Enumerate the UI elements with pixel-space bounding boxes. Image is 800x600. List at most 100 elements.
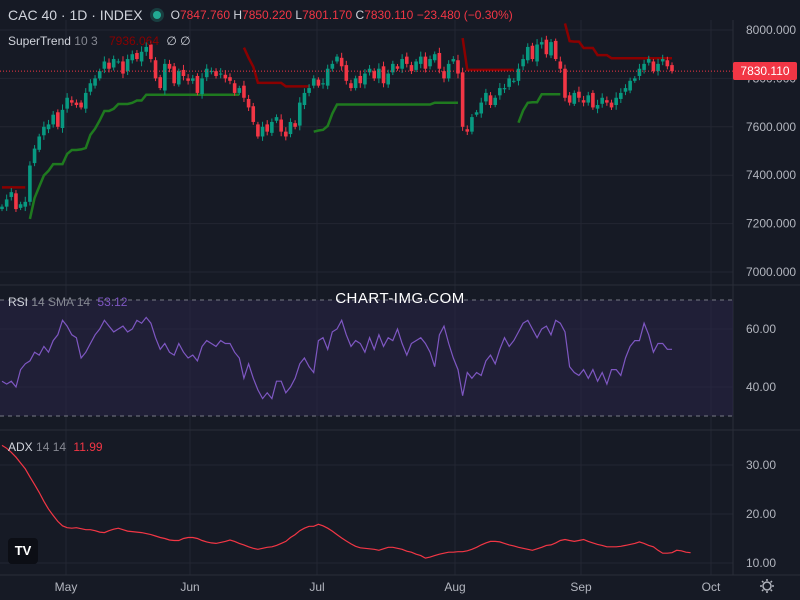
supertrend-down-segment <box>461 37 514 72</box>
candle-body <box>232 83 237 93</box>
adx-legend[interactable]: ADX 14 14 11.99 <box>8 440 103 454</box>
candle-body <box>56 112 60 127</box>
candle-body <box>344 65 349 81</box>
supertrend-up-segment <box>28 93 240 220</box>
watermark: CHART-IMG.COM <box>335 290 465 307</box>
candle-body <box>418 56 423 64</box>
y-tick-label: 7000.000 <box>746 265 796 279</box>
candle-body <box>79 102 83 108</box>
candle-body <box>102 61 107 69</box>
candle-body <box>470 117 474 132</box>
supertrend-legend[interactable]: SuperTrend 10 3 7936.064 ∅ ∅ <box>8 34 191 48</box>
candle-body <box>609 102 614 108</box>
low-value: 7801.170 <box>302 8 353 22</box>
candle-body <box>297 102 302 126</box>
candle-body <box>428 59 432 67</box>
candle-body <box>69 100 74 103</box>
candle-body <box>97 71 102 79</box>
symbol-title[interactable]: CAC 40 · 1D · INDEX <box>8 7 143 23</box>
change-value: −23.480 (−0.30%) <box>416 8 513 22</box>
candle-body <box>516 68 521 81</box>
candle-body <box>512 80 516 82</box>
x-tick-label: Aug <box>444 580 465 594</box>
candle-body <box>484 92 488 102</box>
candle-body <box>228 77 232 81</box>
candle-body <box>386 73 390 85</box>
candle-body <box>660 59 665 62</box>
adx-line <box>1 444 691 559</box>
open-value: 7847.760 <box>179 8 230 22</box>
candle-body <box>423 56 428 69</box>
candle-body <box>535 44 539 62</box>
candle-body <box>442 71 446 79</box>
candle-body <box>404 56 409 64</box>
candle-body <box>204 68 209 78</box>
candle-body <box>107 62 111 69</box>
supertrend-value: 7936.064 <box>108 34 160 48</box>
candle-body <box>32 148 37 164</box>
y-tick-label: 8000.000 <box>746 23 796 37</box>
rsi-line <box>1 316 672 400</box>
supertrend-up-segment <box>313 101 458 133</box>
candle-body <box>144 46 149 52</box>
y-tick-label: 7400.000 <box>746 168 796 182</box>
candle-body <box>223 74 228 79</box>
candle-body <box>451 59 456 62</box>
candle-body <box>186 78 190 81</box>
candle-body <box>498 88 502 96</box>
candle-body <box>9 192 14 197</box>
gear-icon[interactable] <box>760 579 774 593</box>
candle-body <box>28 165 32 202</box>
candle-body <box>51 114 55 125</box>
candle-body <box>628 80 632 91</box>
chart-header: CAC 40 · 1D · INDEX O7847.760 H7850.220 … <box>8 7 513 23</box>
candle-body <box>358 75 363 84</box>
candle-body <box>400 59 404 69</box>
candle-body <box>251 106 256 122</box>
candles <box>0 35 674 212</box>
candle-body <box>577 91 581 98</box>
candle-body <box>279 119 283 132</box>
candle-body <box>93 78 97 86</box>
candle-body <box>460 72 465 127</box>
candle-body <box>563 68 567 98</box>
candle-body <box>177 71 181 85</box>
tradingview-logo[interactable]: TV <box>8 538 38 564</box>
rsi-legend[interactable]: RSI 14 SMA 14 53.12 <box>8 295 128 309</box>
candle-body <box>325 68 330 86</box>
candle-body <box>456 60 460 74</box>
candle-body <box>530 45 535 60</box>
candle-body <box>409 65 414 72</box>
candle-body <box>4 199 9 207</box>
y-tick-label: 30.00 <box>746 458 776 472</box>
candle-body <box>381 66 386 84</box>
rsi-band <box>0 300 733 416</box>
candle-body <box>395 66 400 69</box>
candle-body <box>60 109 65 129</box>
candle-body <box>284 131 288 137</box>
candle-body <box>218 73 223 75</box>
candle-body <box>488 95 493 106</box>
candle-body <box>600 97 605 104</box>
supertrend-up-segment <box>517 92 561 124</box>
candle-body <box>330 63 335 69</box>
y-tick-label: 7200.000 <box>746 217 796 231</box>
candle-body <box>242 85 246 98</box>
supertrend-down-segment <box>563 23 672 60</box>
candle-body <box>307 88 311 93</box>
candle-body <box>195 75 200 93</box>
candle-body <box>37 136 42 150</box>
candle-body <box>125 59 130 72</box>
candle-body <box>670 65 674 72</box>
candle-body <box>74 102 79 106</box>
candle-body <box>335 56 339 62</box>
candle-body <box>121 61 125 74</box>
last-price-tag: 7830.110 <box>733 62 797 81</box>
y-tick-label: 20.00 <box>746 507 776 521</box>
candle-body <box>479 102 484 114</box>
candle-body <box>521 59 525 67</box>
candle-body <box>586 95 591 103</box>
candle-body <box>111 59 116 68</box>
candle-body <box>274 117 279 121</box>
